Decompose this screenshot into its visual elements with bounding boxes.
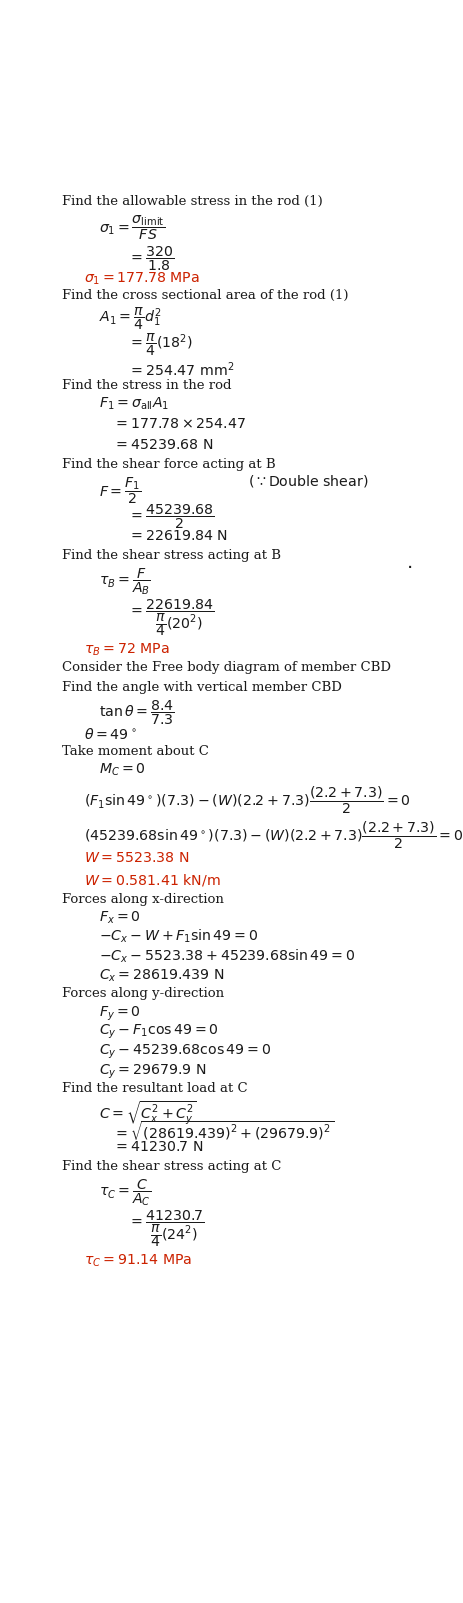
Text: $M_C = 0$: $M_C = 0$	[99, 761, 146, 777]
Text: Find the shear stress acting at C: Find the shear stress acting at C	[62, 1161, 282, 1173]
Text: Forces along x-direction: Forces along x-direction	[62, 893, 224, 906]
Text: .: .	[407, 553, 413, 572]
Text: $= \sqrt{(28619.439)^2+(29679.9)^2}$: $= \sqrt{(28619.439)^2+(29679.9)^2}$	[113, 1119, 335, 1143]
Text: $\sigma_1 = \dfrac{\sigma_{\mathrm{limit}}}{FS}$: $\sigma_1 = \dfrac{\sigma_{\mathrm{limit…	[99, 213, 165, 242]
Text: $\tau_C = 91.14\ \mathrm{MPa}$: $\tau_C = 91.14\ \mathrm{MPa}$	[84, 1252, 192, 1270]
Text: Find the angle with vertical member CBD: Find the angle with vertical member CBD	[62, 681, 342, 694]
Text: $-C_x - 5523.38 + 45239.68\sin 49 = 0$: $-C_x - 5523.38 + 45239.68\sin 49 = 0$	[99, 947, 356, 965]
Text: $= \dfrac{22619.84}{\dfrac{\pi}{4}\left(20^2\right)}$: $= \dfrac{22619.84}{\dfrac{\pi}{4}\left(…	[128, 598, 214, 638]
Text: $\tau_B = 72\ \mathrm{MPa}$: $\tau_B = 72\ \mathrm{MPa}$	[84, 641, 169, 659]
Text: $F_x = 0$: $F_x = 0$	[99, 909, 141, 927]
Text: $F = \dfrac{F_1}{2}$: $F = \dfrac{F_1}{2}$	[99, 474, 141, 507]
Text: Forces along y-direction: Forces along y-direction	[62, 987, 224, 1000]
Text: $\sigma_1 = 177.78\ \mathrm{MPa}$: $\sigma_1 = 177.78\ \mathrm{MPa}$	[84, 271, 200, 287]
Text: $\theta = 49^\circ$: $\theta = 49^\circ$	[84, 726, 136, 742]
Text: $(F_1\sin 49^\circ)(7.3)-(W)(2.2+7.3)\dfrac{(2.2+7.3)}{2}=0$: $(F_1\sin 49^\circ)(7.3)-(W)(2.2+7.3)\df…	[84, 785, 411, 816]
Text: Consider the Free body diagram of member CBD: Consider the Free body diagram of member…	[62, 662, 391, 675]
Text: $F_y = 0$: $F_y = 0$	[99, 1005, 141, 1023]
Text: $= 254.47\ \mathrm{mm}^2$: $= 254.47\ \mathrm{mm}^2$	[128, 361, 234, 378]
Text: $F_1 = \sigma_{\mathrm{all}}A_1$: $F_1 = \sigma_{\mathrm{all}}A_1$	[99, 396, 169, 412]
Text: $A_1 = \dfrac{\pi}{4}d_1^2$: $A_1 = \dfrac{\pi}{4}d_1^2$	[99, 306, 162, 332]
Text: $(45239.68\sin 49^\circ)(7.3)-(W)(2.2+7.3)\dfrac{(2.2+7.3)}{2}=0$: $(45239.68\sin 49^\circ)(7.3)-(W)(2.2+7.…	[84, 819, 463, 851]
Text: $C_y = 29679.9\ \mathrm{N}$: $C_y = 29679.9\ \mathrm{N}$	[99, 1063, 206, 1080]
Text: $C_y - F_1\cos 49 = 0$: $C_y - F_1\cos 49 = 0$	[99, 1023, 219, 1042]
Text: Find the stress in the rod: Find the stress in the rod	[62, 378, 232, 391]
Text: $\tau_C = \dfrac{C}{A_C}$: $\tau_C = \dfrac{C}{A_C}$	[99, 1177, 151, 1209]
Text: $W = 0.581.41\ \mathrm{kN/m}$: $W = 0.581.41\ \mathrm{kN/m}$	[84, 872, 220, 888]
Text: $\tau_B = \dfrac{F}{A_B}$: $\tau_B = \dfrac{F}{A_B}$	[99, 566, 151, 598]
Text: $= 45239.68\ \mathrm{N}$: $= 45239.68\ \mathrm{N}$	[113, 438, 214, 452]
Text: $(\because\mathrm{Double\ shear})$: $(\because\mathrm{Double\ shear})$	[248, 473, 369, 489]
Text: Find the cross sectional area of the rod (1): Find the cross sectional area of the rod…	[62, 289, 349, 301]
Text: $-C_x - W + F_1\sin 49 = 0$: $-C_x - W + F_1\sin 49 = 0$	[99, 928, 258, 946]
Text: $= \dfrac{320}{1.8}$: $= \dfrac{320}{1.8}$	[128, 244, 174, 273]
Text: $C = \sqrt{C_x^2 + C_y^2}$: $C = \sqrt{C_x^2 + C_y^2}$	[99, 1100, 197, 1127]
Text: $C_y - 45239.68\cos 49 = 0$: $C_y - 45239.68\cos 49 = 0$	[99, 1044, 271, 1061]
Text: $= \dfrac{45239.68}{2}$: $= \dfrac{45239.68}{2}$	[128, 502, 214, 531]
Text: $\tan\theta = \dfrac{8.4}{7.3}$: $\tan\theta = \dfrac{8.4}{7.3}$	[99, 699, 175, 726]
Text: Take moment about C: Take moment about C	[62, 745, 209, 758]
Text: $= \dfrac{\pi}{4}\left(18^2\right)$: $= \dfrac{\pi}{4}\left(18^2\right)$	[128, 332, 193, 357]
Text: $= 22619.84\ \mathrm{N}$: $= 22619.84\ \mathrm{N}$	[128, 529, 228, 543]
Text: $C_x = 28619.439\ \mathrm{N}$: $C_x = 28619.439\ \mathrm{N}$	[99, 968, 225, 984]
Text: Find the shear force acting at B: Find the shear force acting at B	[62, 458, 276, 471]
Text: $W = 5523.38\ \mathrm{N}$: $W = 5523.38\ \mathrm{N}$	[84, 851, 189, 866]
Text: $= 41230.7\ \mathrm{N}$: $= 41230.7\ \mathrm{N}$	[113, 1140, 204, 1154]
Text: $= \dfrac{41230.7}{\dfrac{\pi}{4}\left(24^2\right)}$: $= \dfrac{41230.7}{\dfrac{\pi}{4}\left(2…	[128, 1209, 205, 1249]
Text: $= 177.78\times 254.47$: $= 177.78\times 254.47$	[113, 417, 246, 431]
Text: Find the resultant load at C: Find the resultant load at C	[62, 1082, 248, 1095]
Text: Find the shear stress acting at B: Find the shear stress acting at B	[62, 550, 281, 563]
Text: Find the allowable stress in the rod (1): Find the allowable stress in the rod (1)	[62, 196, 323, 208]
